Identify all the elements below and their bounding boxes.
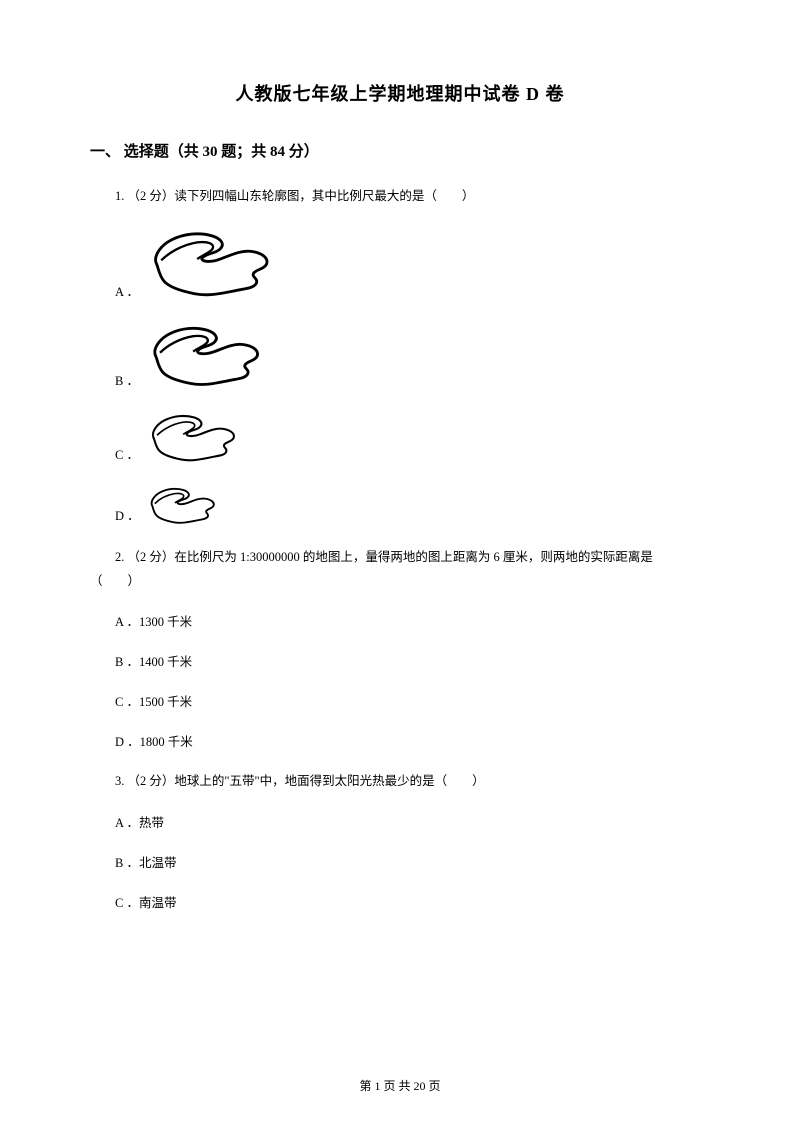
q1-option-d: D ． [90, 485, 710, 528]
shandong-outline-b [145, 322, 265, 393]
q1-option-b-label: B ． [115, 370, 139, 393]
shandong-outline-c [145, 411, 240, 467]
q1-option-d-label: D ． [115, 505, 140, 528]
q3-option-c: C ．南温带 [90, 892, 710, 916]
q2-option-d: D ．1800 千米 [90, 731, 710, 755]
q2-option-c: C ．1500 千米 [90, 691, 710, 715]
q1-stem: 1. （2 分）读下列四幅山东轮廓图，其中比例尺最大的是（ ） [90, 185, 710, 209]
q2-option-b: B ．1400 千米 [90, 651, 710, 675]
q1-option-a-label: A ． [115, 281, 139, 304]
q3-stem: 3. （2 分）地球上的"五带"中，地面得到太阳光热最少的是（ ） [90, 770, 710, 794]
section-header: 一、 选择题（共 30 题；共 84 分） [90, 140, 710, 161]
q3-option-a: A ．热带 [90, 812, 710, 836]
q2-stem-line2: （ ） [90, 570, 710, 594]
q2-option-a: A ．1300 千米 [90, 611, 710, 635]
page-footer: 第 1 页 共 20 页 [0, 1077, 800, 1094]
q2-stem: 2. （2 分）在比例尺为 1:30000000 的地图上，量得两地的图上距离为… [90, 546, 710, 594]
q1-option-a: A ． [90, 227, 710, 304]
q1-option-b: B ． [90, 322, 710, 393]
page-title: 人教版七年级上学期地理期中试卷 D 卷 [90, 80, 710, 106]
q1-option-c: C ． [90, 411, 710, 467]
q3-option-b: B ．北温带 [90, 852, 710, 876]
q2-stem-line1: 2. （2 分）在比例尺为 1:30000000 的地图上，量得两地的图上距离为… [90, 546, 710, 570]
shandong-outline-d [146, 485, 218, 528]
shandong-outline-a [145, 227, 275, 304]
q1-option-c-label: C ． [115, 444, 139, 467]
